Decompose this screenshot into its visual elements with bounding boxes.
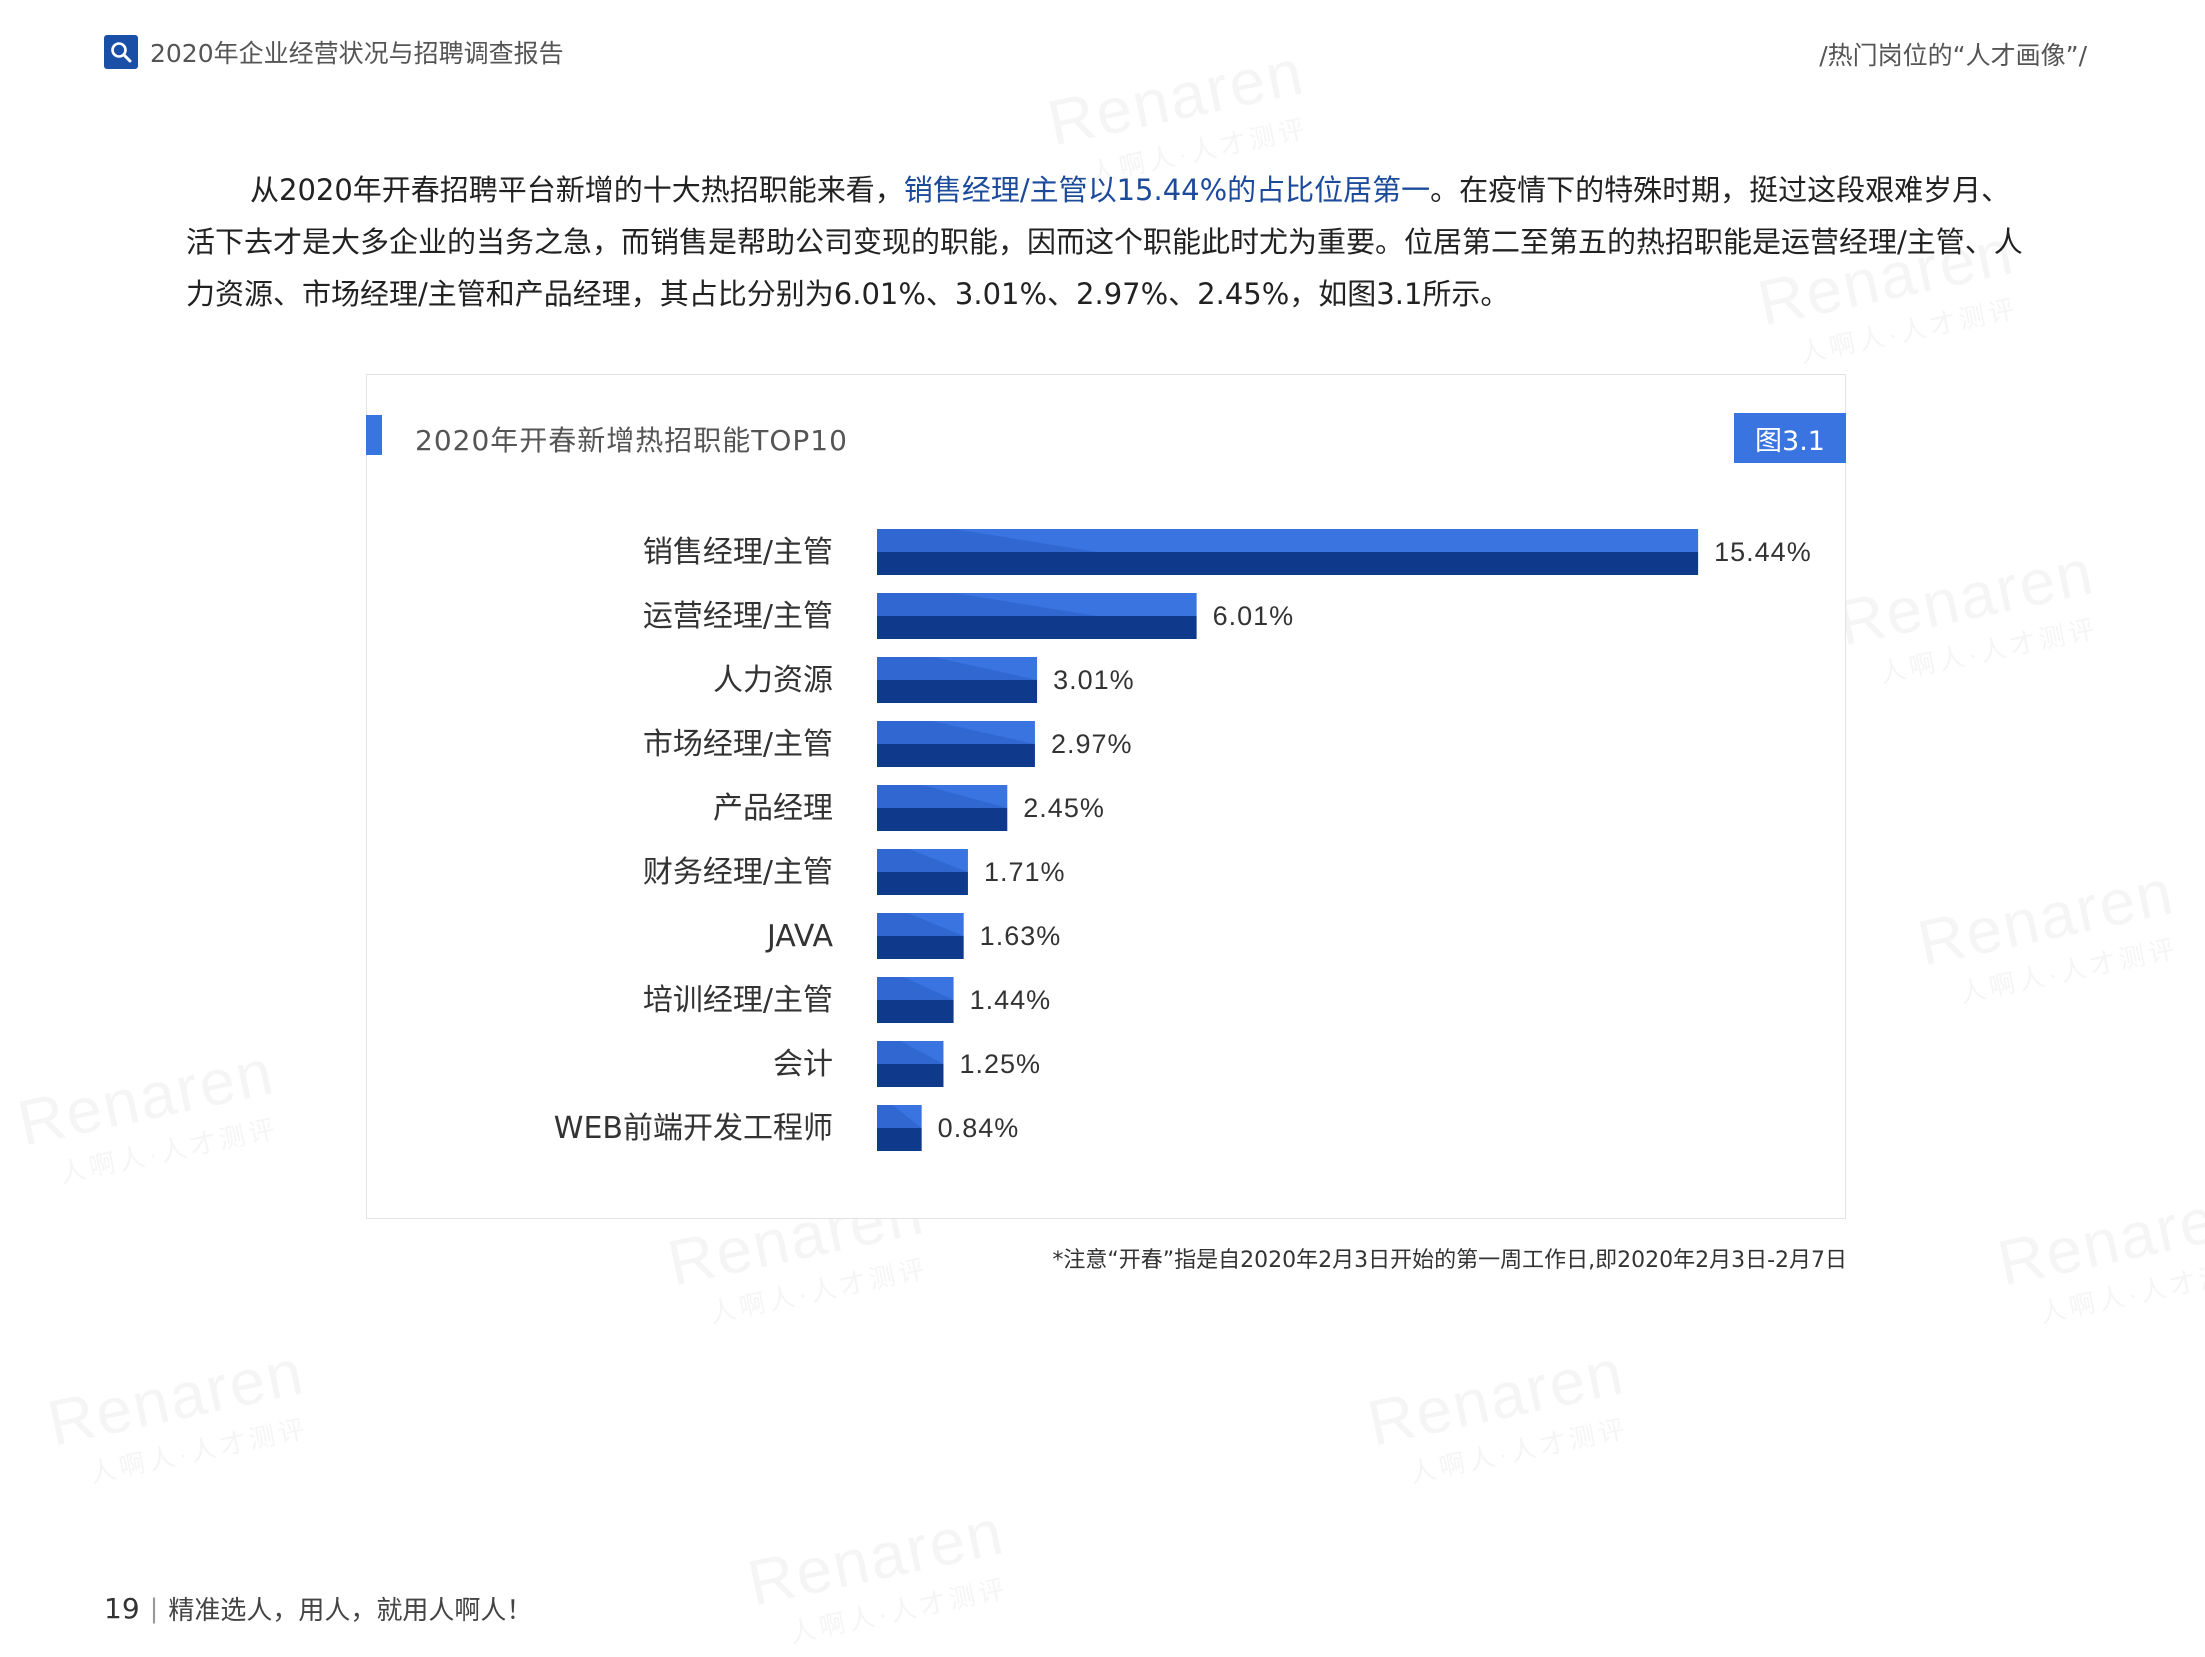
category-label: 运营经理/主管 <box>643 599 833 634</box>
document-title: 2020年企业经营状况与招聘调查报告 <box>150 39 564 68</box>
bar-group: JAVA 1.63% <box>765 913 1062 959</box>
bar-group: 会计 1.25% <box>773 1041 1041 1087</box>
bar <box>877 1128 922 1151</box>
value-label: 3.01% <box>1053 665 1135 695</box>
bar-group: 培训经理/主管 1.44% <box>643 977 1052 1023</box>
bar-shade <box>877 657 1038 680</box>
chart-card: 2020年开春新增热招职能TOP10 图3.1 销售经理/主管 15.44% 运营经… <box>366 374 1846 1219</box>
bar-shade <box>877 1041 944 1064</box>
category-label: 培训经理/主管 <box>643 983 833 1018</box>
bar <box>877 616 1197 639</box>
bar-group: 销售经理/主管 15.44% <box>643 529 1812 575</box>
footnote: *注意“开春”指是自2020年2月3日开始的第一周工作日,即2020年2月3日-… <box>1052 1248 1847 1273</box>
bar-shade <box>877 913 964 936</box>
bar <box>877 744 1035 767</box>
bar-group: 市场经理/主管 2.97% <box>643 721 1133 767</box>
footer-separator: | <box>149 1593 159 1624</box>
bar-shade <box>877 785 1008 808</box>
bar <box>877 808 1008 831</box>
category-label: 产品经理 <box>713 791 833 826</box>
value-label: 2.97% <box>1051 729 1133 759</box>
intro-paragraph: 从2020年开春招聘平台新增的十大热招职能来看，销售经理/主管以15.44%的占… <box>186 164 2036 320</box>
bar-group: 财务经理/主管 1.71% <box>643 849 1066 895</box>
intro-text-1: 从2020年开春招聘平台新增的十大热招职能来看， <box>250 173 904 207</box>
category-label: JAVA <box>765 919 834 954</box>
bar-group: 人力资源 3.01% <box>713 657 1135 703</box>
title-marker <box>366 415 382 455</box>
value-label: 6.01% <box>1213 601 1295 631</box>
category-label: 财务经理/主管 <box>643 855 833 890</box>
value-label: 2.45% <box>1023 793 1105 823</box>
intro-text-2: 。在疫情下的特殊时期，挺过这段艰难岁月、活下去才是大多企业的当务之急，而销售是帮… <box>186 173 2023 311</box>
bar-shade <box>877 977 954 1000</box>
value-label: 0.84% <box>938 1113 1020 1143</box>
value-label: 1.71% <box>984 857 1066 887</box>
page-header: 2020年企业经营状况与招聘调查报告 <box>104 34 564 70</box>
bar-shade <box>877 721 1035 744</box>
value-label: 1.25% <box>959 1049 1041 1079</box>
bar <box>877 1064 944 1087</box>
bar <box>877 1000 954 1023</box>
bar-shade <box>877 529 1097 552</box>
category-label: 会计 <box>773 1047 833 1082</box>
category-label: 销售经理/主管 <box>643 535 833 570</box>
bar-shade <box>877 1105 922 1128</box>
category-label: 市场经理/主管 <box>643 727 833 762</box>
section-title: /热门岗位的“人才画像”/ <box>1819 41 2087 70</box>
bar-highlight <box>877 529 1699 552</box>
category-label: WEB前端开发工程师 <box>554 1111 833 1146</box>
value-label: 15.44% <box>1714 537 1812 567</box>
value-label: 1.63% <box>980 921 1062 951</box>
search-icon <box>104 35 138 69</box>
page-footer: 19 | 精准选人，用人，就用人啊人！ <box>104 1590 532 1627</box>
footer-slogan: 精准选人，用人，就用人啊人！ <box>168 1596 533 1626</box>
value-label: 1.44% <box>970 985 1052 1015</box>
page-number: 19 <box>104 1592 140 1625</box>
bar <box>877 552 1699 575</box>
bar-group: 产品经理 2.45% <box>713 785 1105 831</box>
bar-shade <box>877 849 968 872</box>
bar <box>877 680 1038 703</box>
bar <box>877 872 968 895</box>
bar-group: WEB前端开发工程师 0.84% <box>554 1105 1020 1151</box>
bar-chart: 销售经理/主管 15.44% 运营经理/主管 6.01% 人力资源 3.01% 市场经理/主… <box>554 529 1812 1151</box>
bar-shade <box>877 593 1097 616</box>
bar <box>877 936 964 959</box>
bar-group: 运营经理/主管 6.01% <box>643 593 1295 639</box>
intro-highlight: 销售经理/主管以15.44%的占比位居第一 <box>903 173 1431 207</box>
category-label: 人力资源 <box>713 663 833 698</box>
chart-title: 2020年开春新增热招职能TOP10 <box>415 424 848 457</box>
figure-label: 图3.1 <box>1734 413 1846 463</box>
